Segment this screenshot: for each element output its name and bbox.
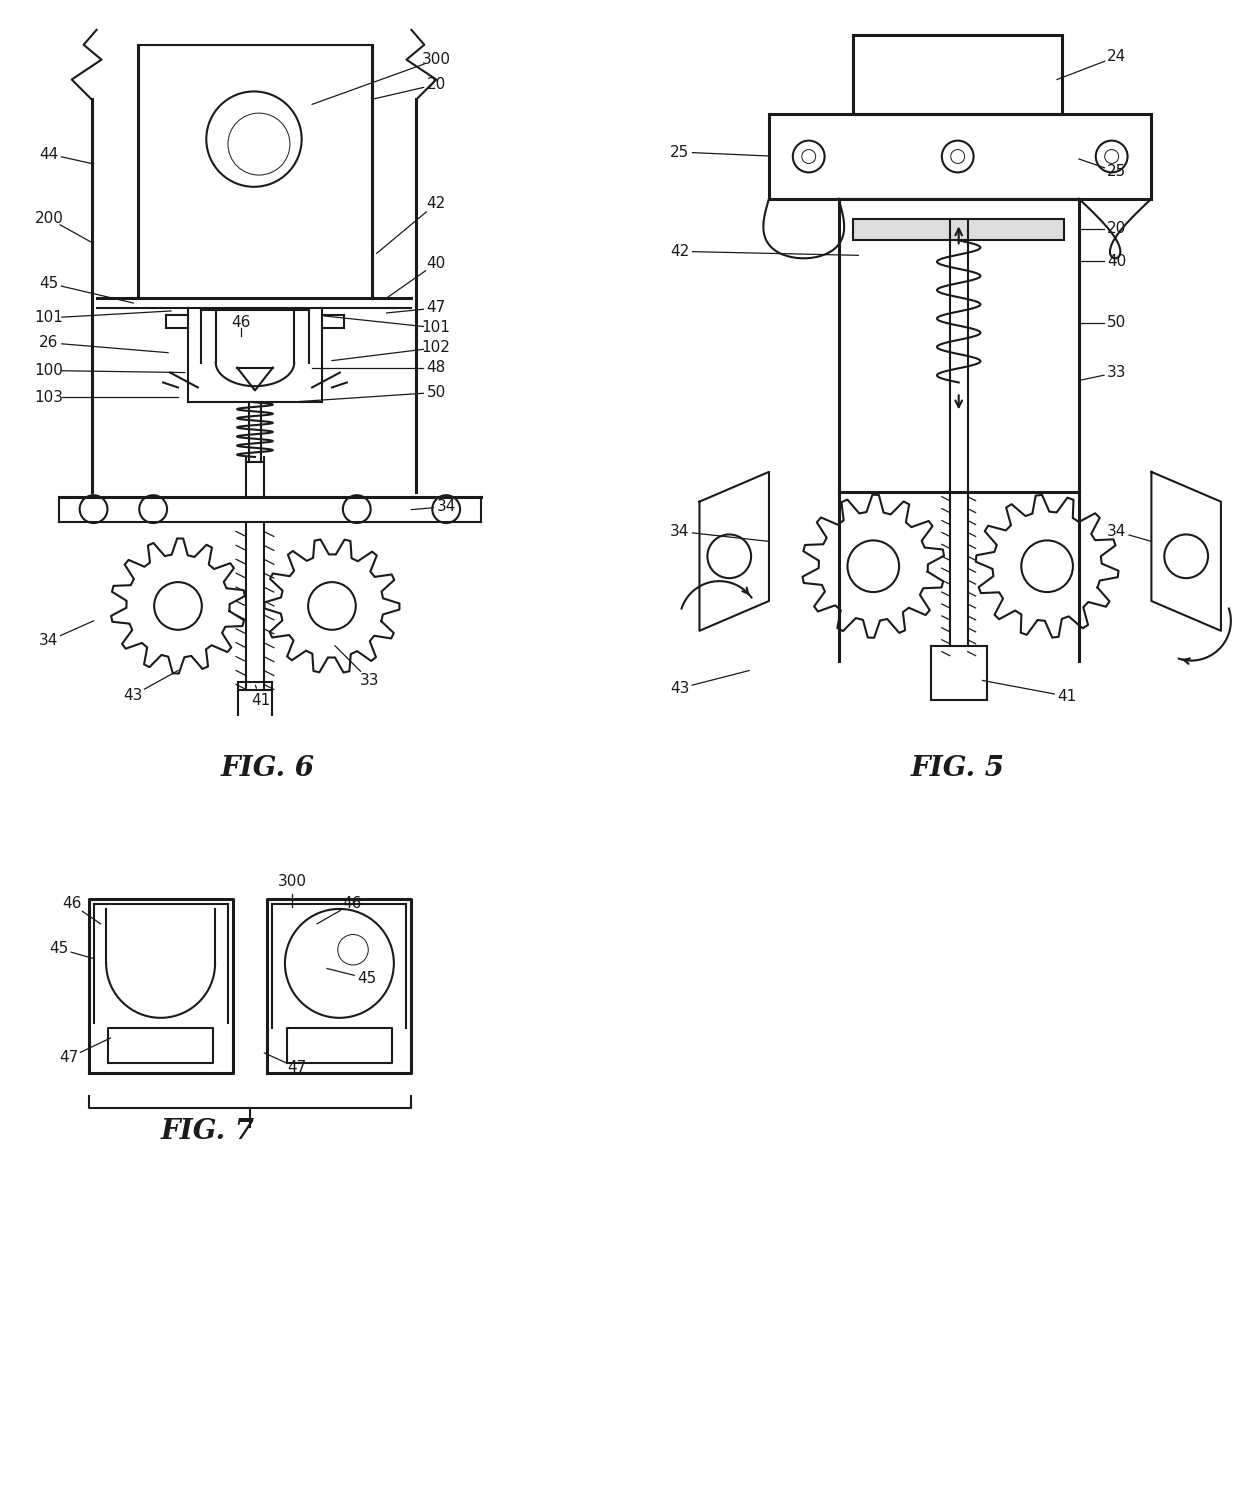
Text: 43: 43: [124, 687, 143, 704]
Text: FIG. 6: FIG. 6: [221, 754, 315, 781]
Text: 42: 42: [670, 244, 689, 259]
Text: 47: 47: [288, 1060, 306, 1075]
Text: 47: 47: [60, 1051, 78, 1066]
Bar: [853, 34, 1061, 114]
Text: 42: 42: [427, 196, 446, 211]
Text: 34: 34: [670, 524, 689, 539]
Text: 33: 33: [1107, 365, 1126, 380]
Text: 46: 46: [342, 897, 362, 912]
Text: 46: 46: [231, 316, 250, 331]
Text: 41: 41: [250, 693, 270, 708]
Text: 46: 46: [62, 897, 82, 912]
Text: 102: 102: [422, 340, 450, 355]
Text: 41: 41: [1058, 689, 1076, 704]
Text: 40: 40: [427, 256, 446, 271]
Text: 40: 40: [1107, 254, 1126, 269]
Text: FIG. 7: FIG. 7: [161, 1117, 254, 1145]
Text: FIG. 5: FIG. 5: [910, 754, 1004, 781]
Text: 103: 103: [35, 389, 63, 404]
Text: 34: 34: [436, 499, 456, 513]
Text: 300: 300: [278, 874, 306, 889]
Text: 26: 26: [40, 335, 58, 350]
Bar: [931, 645, 987, 701]
Text: 45: 45: [357, 972, 376, 987]
Text: 20: 20: [1107, 222, 1126, 237]
Text: 25: 25: [1107, 165, 1126, 180]
Text: 100: 100: [35, 364, 63, 379]
Text: 200: 200: [35, 211, 63, 226]
Text: 50: 50: [1107, 316, 1126, 331]
Text: 25: 25: [670, 145, 689, 160]
Text: 300: 300: [422, 52, 451, 67]
Text: 45: 45: [50, 942, 68, 957]
Text: 50: 50: [427, 385, 446, 400]
Text: 24: 24: [1107, 49, 1126, 64]
Text: 34: 34: [1107, 524, 1126, 539]
Bar: [853, 219, 1064, 241]
Text: 44: 44: [40, 147, 58, 162]
Text: 48: 48: [427, 361, 446, 376]
Text: 34: 34: [40, 633, 58, 648]
Text: 47: 47: [427, 301, 446, 316]
Text: 33: 33: [360, 674, 379, 689]
Text: 101: 101: [422, 320, 450, 335]
Text: 101: 101: [35, 310, 63, 325]
Text: 20: 20: [427, 76, 446, 91]
Text: 43: 43: [670, 681, 689, 696]
Text: 45: 45: [40, 275, 58, 290]
